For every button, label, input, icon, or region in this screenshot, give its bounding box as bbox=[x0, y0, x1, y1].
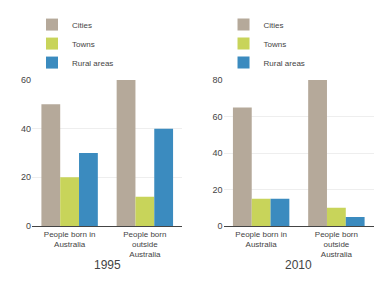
svg-text:People bornoutsideAustralia: People bornoutsideAustralia bbox=[123, 230, 166, 260]
svg-text:0: 0 bbox=[218, 221, 223, 231]
svg-text:Cities: Cities bbox=[72, 21, 92, 30]
svg-text:0: 0 bbox=[26, 221, 31, 231]
svg-text:60: 60 bbox=[213, 112, 223, 122]
svg-text:People born inAustralia: People born inAustralia bbox=[44, 230, 96, 249]
svg-text:Rural areas: Rural areas bbox=[264, 59, 305, 68]
svg-text:40: 40 bbox=[21, 124, 31, 134]
svg-text:2010: 2010 bbox=[285, 258, 312, 272]
svg-text:Cities: Cities bbox=[264, 21, 284, 30]
svg-text:People born inAustralia: People born inAustralia bbox=[235, 230, 287, 249]
svg-text:40: 40 bbox=[213, 148, 223, 158]
svg-text:60: 60 bbox=[21, 75, 31, 85]
svg-text:20: 20 bbox=[21, 172, 31, 182]
svg-text:1995: 1995 bbox=[94, 258, 121, 272]
svg-text:20: 20 bbox=[213, 185, 223, 195]
svg-text:Towns: Towns bbox=[264, 40, 287, 49]
svg-text:80: 80 bbox=[213, 75, 223, 85]
svg-text:Towns: Towns bbox=[72, 40, 95, 49]
svg-text:People bornoutsideAustralia: People bornoutsideAustralia bbox=[315, 230, 358, 260]
svg-text:Rural areas: Rural areas bbox=[72, 59, 113, 68]
